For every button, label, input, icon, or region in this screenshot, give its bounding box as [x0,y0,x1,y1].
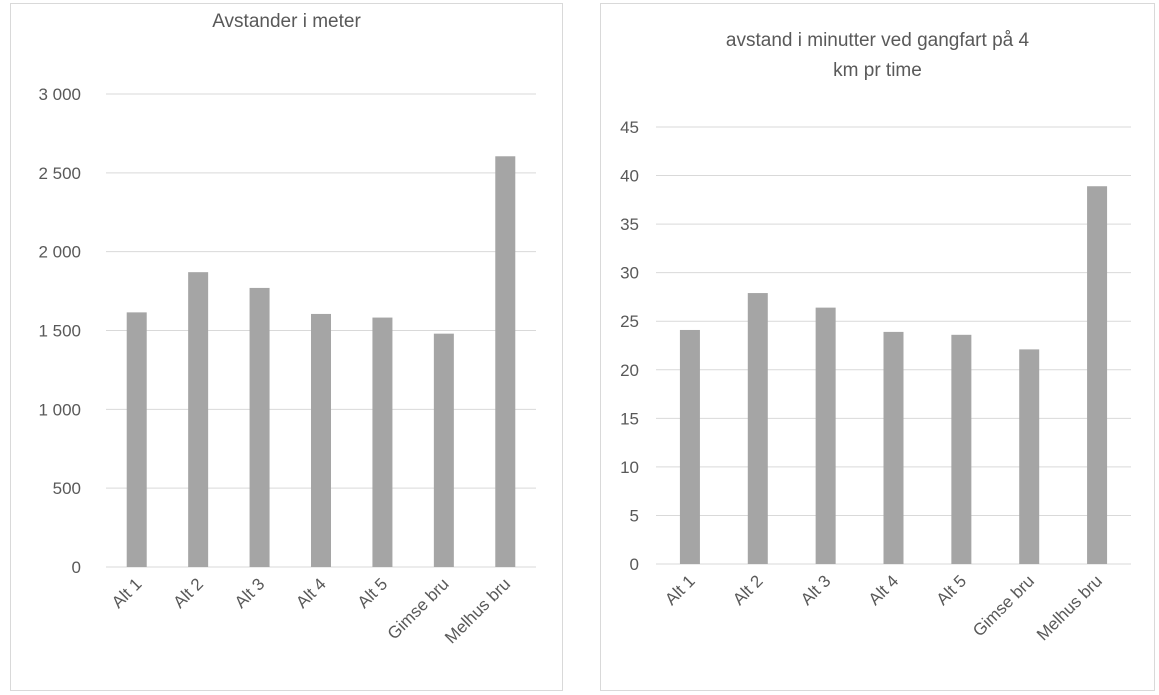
bar [883,331,904,564]
y-tick-label: 45 [620,118,639,137]
bar [249,287,270,567]
chart-panel-distance-meters: Avstander i meter 0 500 1 000 1 500 2 000 2 5… [10,3,563,691]
x-tick-label: Alt 4 [292,574,329,611]
x-tick-label: Alt 4 [865,571,902,608]
y-tick-label: 3 000 [38,85,81,104]
bar [1087,186,1108,564]
bar [433,333,454,567]
x-tick-label: Alt 5 [933,571,970,608]
bar [1019,349,1040,564]
y-tick-label: 5 [630,506,639,525]
y-tick-label: 20 [620,361,639,380]
x-tick-label: Alt 1 [661,571,698,608]
y-tick-label: 0 [72,558,81,577]
chart-panel-walking-minutes: avstand i minutter ved gangfart på 4 km … [600,3,1155,691]
x-tick-label: Melhus bru [441,574,514,647]
x-tick-label: Alt 5 [354,574,391,611]
x-tick-label: Alt 2 [169,574,206,611]
y-tick-label: 30 [620,264,639,283]
y-tick-label: 25 [620,312,639,331]
x-tick-label: Alt 2 [729,571,766,608]
bar [126,312,147,567]
y-tick-label: 10 [620,458,639,477]
chart-title: avstand i minutter ved gangfart på 4 km … [725,30,1030,81]
x-tick-label: Gimse bru [969,571,1038,640]
bar [311,313,331,567]
x-tick-label: Alt 3 [797,571,834,608]
bar [495,156,516,568]
y-tick-label: 0 [630,555,639,574]
y-tick-label: 1 500 [38,322,81,341]
y-tick-label: 1 000 [38,400,81,419]
bar [188,272,209,567]
chart-title: Avstander i meter [212,11,361,32]
x-tick-label: Alt 1 [108,574,145,611]
y-tick-label: 35 [620,215,639,234]
y-tick-label: 15 [620,409,639,428]
bar-chart-walking-minutes: 0 5 10 15 20 25 30 35 40 45 Alt 1 Alt 2 Alt 3 Alt 4 Al… [620,118,1131,644]
bar [815,307,836,564]
bar [679,329,700,564]
bar [372,317,393,567]
bar [951,334,972,564]
x-tick-label: Alt 3 [231,574,268,611]
bar [747,293,768,564]
bar-chart-distance-meters: 0 500 1 000 1 500 2 000 2 500 3 000 Alt 1 Alt 2 A… [38,85,536,647]
y-tick-label: 500 [53,479,81,498]
y-tick-label: 2 000 [38,243,81,262]
y-tick-label: 40 [620,167,639,186]
y-tick-label: 2 500 [38,164,81,183]
x-tick-label: Melhus bru [1033,571,1106,644]
